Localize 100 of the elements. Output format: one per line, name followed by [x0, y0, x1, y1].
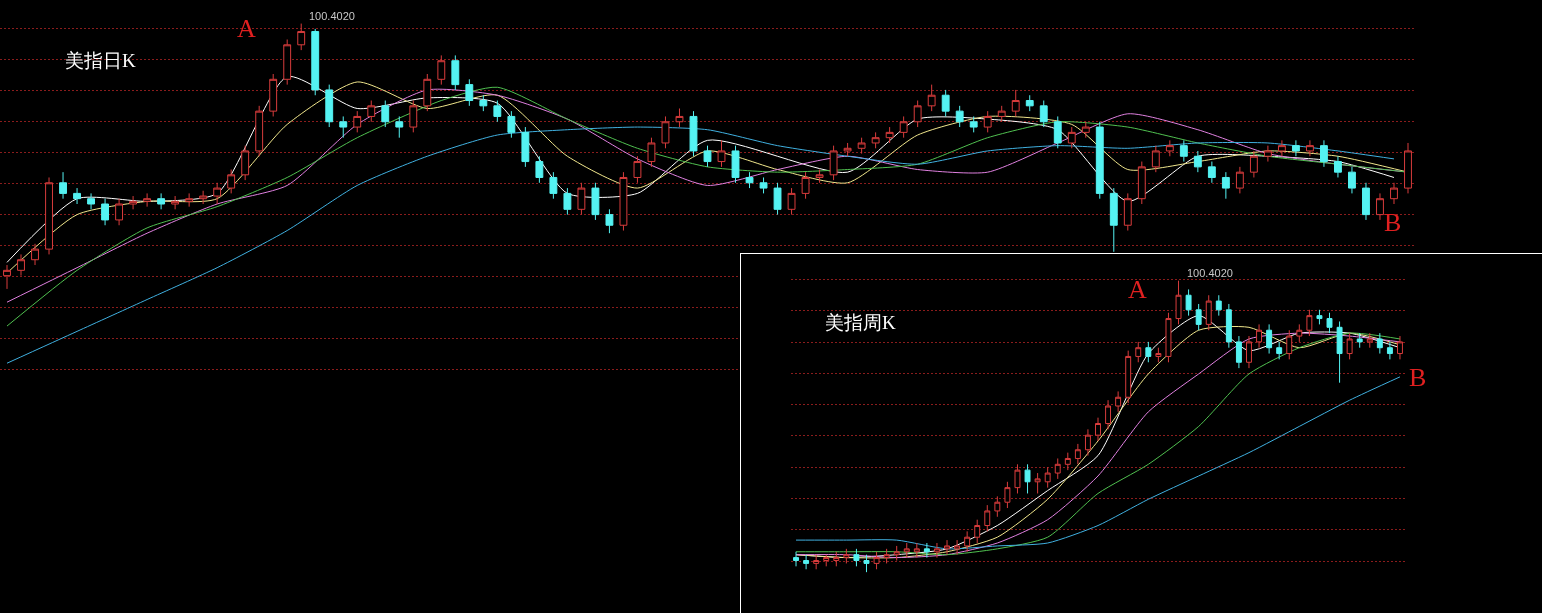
candlestick — [1084, 428, 1091, 457]
candlestick — [941, 89, 950, 117]
candlestick — [325, 84, 334, 128]
candlestick — [437, 54, 446, 86]
candlestick — [353, 110, 362, 133]
candlestick — [535, 155, 544, 184]
candlestick — [994, 495, 1001, 518]
candlestick — [591, 182, 600, 221]
candlestick — [843, 548, 850, 564]
candlestick — [969, 115, 978, 133]
candlestick — [1356, 332, 1363, 349]
candlestick — [893, 545, 900, 562]
candlestick — [1346, 332, 1353, 360]
candlestick — [1034, 472, 1041, 494]
candlestick — [1376, 332, 1383, 355]
candlestick — [944, 539, 950, 556]
candlestick — [563, 187, 572, 216]
candlestick — [793, 551, 799, 567]
candlestick — [339, 115, 348, 139]
candlestick — [1011, 89, 1020, 117]
candlestick — [833, 551, 840, 567]
candlestick — [1145, 341, 1152, 363]
candlestick — [813, 554, 820, 570]
candlestick — [983, 110, 992, 133]
candlestick — [873, 551, 880, 570]
candlestick — [1024, 463, 1031, 494]
candlestick — [115, 198, 124, 226]
candlestick — [1205, 294, 1212, 331]
candlestick — [955, 105, 964, 128]
candlestick — [1306, 309, 1313, 337]
candlestick — [1305, 139, 1314, 157]
candlestick — [45, 176, 53, 255]
candlestick — [381, 100, 390, 128]
candlestick — [773, 182, 782, 216]
candlestick — [1175, 280, 1182, 325]
candlestick — [479, 94, 488, 112]
candlestick — [1336, 320, 1343, 384]
candlestick — [1263, 145, 1272, 163]
candlestick — [269, 73, 278, 117]
candlestick — [101, 198, 110, 226]
candlestick — [1095, 417, 1101, 442]
candlestick — [997, 105, 1006, 123]
candlestick — [871, 131, 880, 149]
candlestick — [1266, 323, 1273, 355]
candlestick — [883, 548, 890, 564]
candlestick — [1095, 121, 1104, 200]
candlestick — [1366, 332, 1373, 349]
candlestick — [157, 192, 166, 210]
candlestick — [675, 107, 684, 128]
candlestick — [129, 195, 138, 210]
candlestick — [227, 169, 236, 194]
candlestick — [17, 253, 25, 277]
candlestick — [1193, 150, 1202, 173]
candlestick — [1115, 390, 1122, 413]
candlestick — [1109, 187, 1118, 253]
candlestick — [717, 139, 726, 168]
candlestick — [913, 100, 922, 128]
candlestick — [787, 187, 796, 216]
candlestick — [255, 105, 264, 157]
candlestick — [143, 192, 152, 208]
candlestick — [213, 182, 222, 205]
candlestick — [984, 504, 991, 532]
candlestick — [1123, 192, 1132, 232]
candlestick — [1316, 309, 1323, 325]
candlestick — [73, 187, 81, 205]
candlestick — [1326, 312, 1333, 334]
candlestick — [1334, 155, 1342, 178]
candlestick — [1362, 182, 1370, 221]
candlestick — [1277, 139, 1286, 157]
candlestick — [1151, 145, 1160, 173]
candlestick — [689, 110, 698, 157]
candlestick — [451, 54, 460, 91]
candlestick — [863, 554, 870, 573]
candlestick — [933, 542, 940, 559]
annotation: A — [237, 14, 256, 43]
candlestick — [843, 142, 852, 157]
candlestick — [1207, 161, 1216, 184]
annotation: 100.4020 — [1187, 267, 1233, 279]
candlestick — [661, 115, 670, 149]
candlestick — [1404, 142, 1412, 194]
candlestick — [853, 548, 860, 567]
candlestick — [703, 145, 712, 168]
candlestick — [1039, 100, 1048, 128]
candlestick — [465, 78, 474, 107]
candlestick — [823, 554, 830, 567]
candlestick — [199, 190, 208, 205]
candlestick — [1348, 166, 1356, 194]
candlestick — [185, 192, 194, 208]
candlestick — [1067, 126, 1076, 149]
candlestick — [171, 195, 180, 210]
candlestick — [3, 264, 11, 290]
candlestick — [923, 542, 930, 559]
text: 100.4020 — [309, 10, 355, 22]
candlestick — [297, 23, 306, 51]
candlestick — [1276, 341, 1283, 360]
candlestick — [1135, 341, 1142, 363]
candlestick — [647, 137, 656, 168]
candlestick — [815, 169, 824, 184]
candlestick — [1004, 481, 1011, 509]
candlestick — [1390, 182, 1398, 205]
